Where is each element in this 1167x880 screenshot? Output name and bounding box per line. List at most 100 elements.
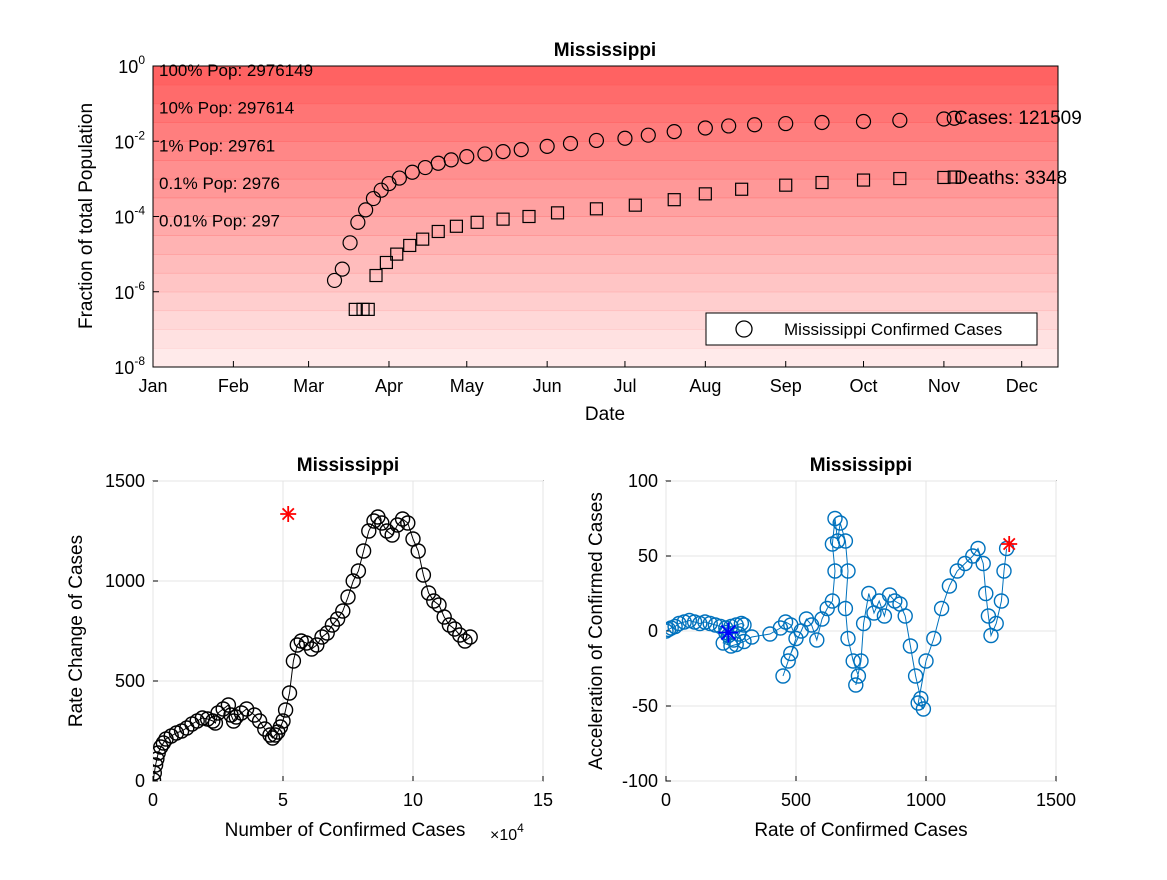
cases-marker [459, 149, 475, 165]
bottom-left-x-axis-label: Number of Confirmed Cases [225, 820, 466, 841]
bottom-left-x-multiplier: ×104 [490, 821, 524, 844]
cases-marker [326, 272, 343, 289]
deaths-marker [947, 170, 961, 184]
cases-marker [814, 114, 830, 131]
series-point [824, 593, 841, 609]
top-x-ticks: Jan Feb Mar Apr May Jun Jul Aug Sep Oct Nov Dec [138, 361, 1038, 396]
series-point [941, 578, 958, 594]
population-band-shade [153, 160, 1058, 180]
deaths-marker [893, 171, 907, 186]
series-point [897, 608, 913, 624]
series-point [978, 585, 994, 602]
cases-marker [539, 138, 555, 154]
x-tick-label: 0 [661, 790, 671, 810]
series-point [809, 632, 825, 648]
series-point [996, 563, 1012, 579]
top-x-axis-label: Date [585, 404, 625, 425]
series-point [314, 629, 330, 645]
y-tick-label: -100 [622, 771, 658, 791]
top-y-tick-label: 100 [118, 53, 145, 77]
bottom-right-grid [665, 480, 1057, 782]
series-point [350, 563, 367, 579]
deaths-marker [937, 170, 951, 185]
top-x-tick-label: Aug [689, 376, 721, 396]
cases-marker [617, 130, 633, 146]
series-point [225, 713, 242, 729]
series-point [228, 709, 244, 725]
bottom-right-plot-title: Mississippi [810, 455, 912, 476]
legend-entry-label: Mississippi Confirmed Cases [784, 320, 1002, 339]
series-point [837, 533, 854, 549]
series-point [410, 543, 426, 559]
x-tick-label: 15 [533, 790, 553, 810]
bottom-right-series [666, 510, 1018, 717]
top-plot-title: Mississippi [554, 40, 656, 61]
population-band-label: 0.1% Pop: 2976 [159, 174, 280, 193]
series-point [319, 625, 335, 641]
cases-marker [892, 112, 908, 128]
top-x-tick-label: Nov [928, 376, 960, 396]
series-point [819, 600, 835, 617]
series-point [845, 653, 861, 669]
series-point [457, 633, 473, 649]
series-point [441, 617, 458, 633]
y-tick-label: 1500 [105, 471, 145, 491]
y-tick-label: 0 [648, 621, 658, 641]
deaths-marker [589, 202, 604, 216]
bottom-left-series [153, 506, 478, 781]
series-point [666, 623, 674, 639]
series-point [207, 715, 224, 731]
deaths-marker [698, 187, 712, 201]
series-point [775, 668, 791, 684]
top-x-tick-label: Mar [293, 376, 324, 396]
top-y-axis-label: Fraction of total Population [76, 103, 97, 329]
deaths-marker [403, 238, 417, 253]
series-point [840, 630, 856, 647]
series-point [335, 603, 351, 619]
deaths-marker [667, 193, 681, 207]
x-tick-label: 500 [781, 790, 811, 810]
top-y-tick-label: 10-4 [114, 204, 145, 228]
population-band-label: 1% Pop: 29761 [159, 136, 275, 155]
cases-marker [697, 120, 713, 136]
series-point [289, 637, 305, 653]
series-point [913, 690, 929, 707]
series-point [715, 635, 731, 651]
series-point [446, 621, 463, 637]
top-plot: Jan Feb Mar Apr May Jun Jul Aug Sep Oct Nov Dec 100… [76, 40, 1082, 425]
population-band-shade [153, 235, 1058, 255]
legend[interactable]: Mississippi Confirmed Cases [705, 312, 1038, 346]
cases-marker [747, 117, 763, 133]
series-point [262, 727, 278, 743]
bottom-left-plot-title: Mississippi [297, 455, 399, 476]
series-point [462, 629, 478, 645]
deaths-marker [735, 182, 749, 196]
series-point [267, 727, 283, 743]
series-point [215, 701, 231, 717]
series-point [436, 609, 452, 625]
series-point [285, 653, 302, 669]
series-point [277, 702, 294, 718]
series-point [965, 548, 981, 564]
cases-marker [334, 261, 350, 277]
bottom-right-x-ticks: 0 500 1000 1500 [661, 776, 1076, 810]
series-point [832, 515, 848, 531]
top-x-tick-label: Jun [533, 376, 562, 396]
series-point [246, 707, 263, 723]
bottom-left-y-axis-label: Rate Change of Cases [66, 535, 87, 727]
population-bands [153, 66, 1058, 367]
bottom-left-grid [152, 480, 544, 782]
series-point [281, 685, 298, 701]
series-point [850, 668, 867, 684]
cases-marker [562, 135, 579, 152]
cases-marker [365, 190, 382, 207]
population-band-label: 0.01% Pop: 297 [159, 212, 280, 231]
top-x-tick-label: Apr [375, 376, 403, 396]
series-point [303, 641, 320, 657]
series-point [876, 608, 893, 624]
x-tick-label: 1000 [906, 790, 946, 810]
series-point [220, 697, 237, 713]
series-point [829, 533, 846, 549]
population-band-shade [153, 178, 1058, 199]
